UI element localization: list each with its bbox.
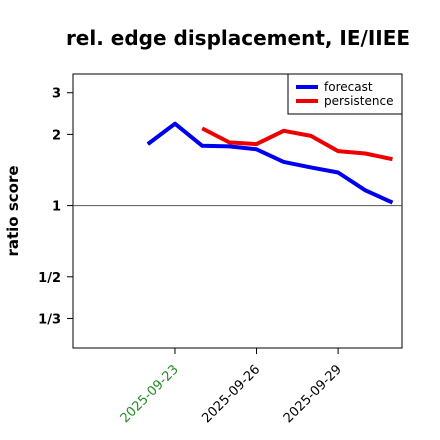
y-tick-label: 1: [52, 200, 61, 215]
y-tick-label: 3: [52, 87, 61, 102]
series-line-forecast: [146, 121, 394, 205]
y-axis: 3 2 1 1/2 1/3: [38, 87, 73, 327]
legend-label-forecast: forecast: [324, 80, 373, 94]
legend-box: [287, 73, 403, 115]
y-tick-label: 1/2: [38, 271, 61, 286]
y-tick-label: 1/3: [38, 312, 61, 327]
y-axis-label: ratio score: [4, 165, 22, 256]
y-tick-label: 2: [52, 128, 61, 143]
legend-label-persistence: persistence: [324, 94, 393, 108]
x-tick-label: 2025-09-29: [281, 362, 345, 426]
x-tick-label: 2025-09-26: [199, 362, 263, 426]
chart-title: rel. edge displacement, IE/IIEE: [66, 26, 410, 50]
x-tick-label: 2025-09-23: [118, 362, 182, 426]
plot-area: [72, 73, 403, 349]
series-line-persistence: [201, 126, 393, 162]
x-axis: 2025-09-23 2025-09-26 2025-09-29: [118, 348, 345, 426]
series-layer: [73, 121, 402, 207]
